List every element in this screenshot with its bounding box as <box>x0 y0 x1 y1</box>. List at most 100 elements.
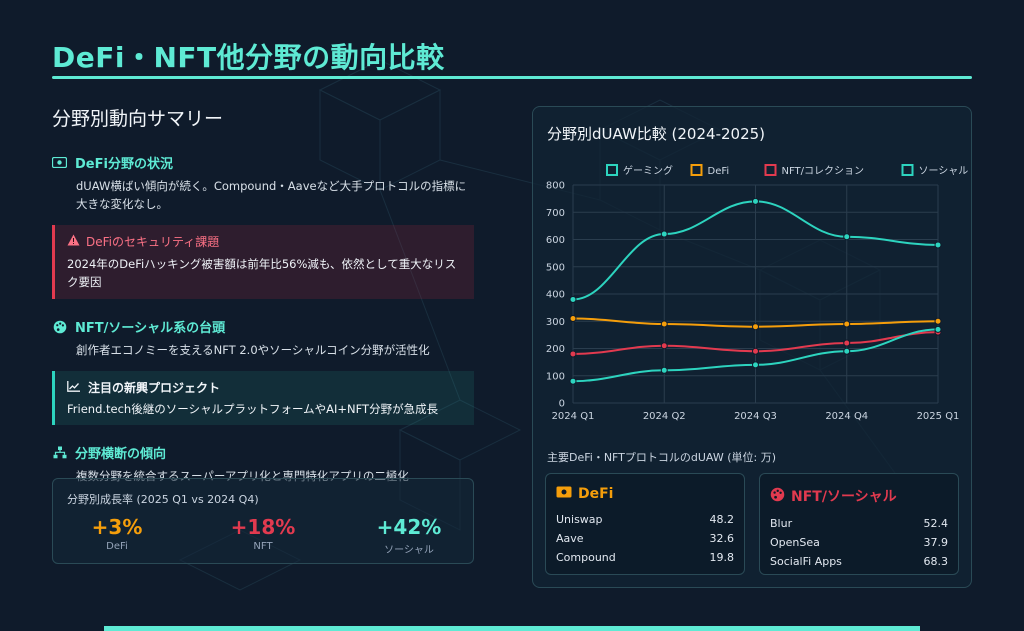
data-point <box>843 320 851 328</box>
legend-swatch <box>606 164 618 176</box>
duaw-chart-panel: 分野別dUAW比較 (2024-2025) 0 100 200 300 400 500 60… <box>532 106 972 588</box>
protocol-value: 52.4 <box>923 517 949 530</box>
legend-label: ゲーミング <box>623 164 673 177</box>
protocol-table-title: 主要DeFi・NFTプロトコルのdUAW (単位: 万) <box>547 451 777 464</box>
data-point <box>569 377 577 385</box>
legend-label: NFT/コレクション <box>782 165 865 177</box>
table-row: Aave 32.6 <box>556 529 734 548</box>
growth-rate-box: 分野別成長率 (2025 Q1 vs 2024 Q4) +3% DeFi +18… <box>52 478 474 564</box>
defi-status-section: DeFi分野の状況 dUAW横ばい傾向が続く。Compound・Aaveなど大手… <box>52 153 474 213</box>
protocol-value: 32.6 <box>709 532 735 545</box>
data-point <box>934 317 942 325</box>
defi-card-title: DeFi <box>578 486 614 502</box>
y-tick-label: 500 <box>546 262 565 273</box>
money-bill-icon <box>556 486 572 502</box>
growth-label: DeFi <box>106 541 128 552</box>
y-tick-label: 200 <box>546 344 565 355</box>
protocol-value: 37.9 <box>923 536 949 549</box>
security-alert-title: DeFiのセキュリティ課題 <box>86 235 220 249</box>
table-row: Blur 52.4 <box>770 514 948 533</box>
data-point <box>843 233 851 241</box>
growth-value: +3% <box>91 515 143 539</box>
protocol-name: Compound <box>556 551 616 564</box>
data-point <box>934 325 942 333</box>
growth-stat-social: +42% ソーシャル <box>359 515 459 556</box>
table-row: SocialFi Apps 68.3 <box>770 552 948 571</box>
protocol-value: 19.8 <box>709 551 735 564</box>
palette-icon <box>52 319 67 334</box>
protocol-value: 68.3 <box>923 555 949 568</box>
money-bill-icon <box>52 155 67 170</box>
data-point <box>752 323 759 331</box>
y-tick-label: 400 <box>546 290 565 301</box>
y-tick-label: 800 <box>546 181 565 192</box>
data-point <box>752 347 759 355</box>
data-point <box>934 241 942 249</box>
data-point <box>752 361 759 369</box>
cross-sector-title: 分野横断の傾向 <box>75 447 167 462</box>
x-tick-label: 2024 Q3 <box>734 411 777 422</box>
protocol-name: Blur <box>770 517 793 530</box>
security-alert-body: 2024年のDeFiハッキング被害額は前年比56%減も、依然として重大なリスク要… <box>67 257 457 289</box>
defi-protocol-card: DeFi Uniswap 48.2 Aave 32.6 Compound 19.8 <box>545 473 745 575</box>
emerging-projects-title: 注目の新興プロジェクト <box>88 381 221 395</box>
nft-social-title: NFT/ソーシャル系の台頭 <box>75 321 226 336</box>
data-point <box>843 347 851 355</box>
page-title: DeFi・NFT他分野の動向比較 <box>52 41 445 74</box>
emerging-projects-body: Friend.tech後継のソーシャルプラットフォームやAI+NFT分野が急成長 <box>67 402 439 416</box>
protocol-name: SocialFi Apps <box>770 555 842 568</box>
title-underline <box>52 76 972 79</box>
data-point <box>569 295 577 303</box>
y-tick-label: 100 <box>546 371 565 382</box>
bottom-accent-bar <box>104 626 920 631</box>
data-point <box>660 342 668 350</box>
security-alert: DeFiのセキュリティ課題 2024年のDeFiハッキング被害額は前年比56%減… <box>52 225 474 299</box>
protocol-name: Aave <box>556 532 584 545</box>
table-row: Compound 19.8 <box>556 548 734 567</box>
x-tick-label: 2024 Q2 <box>643 411 686 422</box>
protocol-value: 48.2 <box>709 513 735 526</box>
y-tick-label: 700 <box>546 208 565 219</box>
x-tick-label: 2025 Q1 <box>917 411 960 422</box>
trend-chart-icon <box>67 380 80 395</box>
table-row: OpenSea 37.9 <box>770 533 948 552</box>
legend-swatch <box>764 164 777 176</box>
growth-stat-nft: +18% NFT <box>213 515 313 556</box>
growth-label: ソーシャル <box>384 545 434 556</box>
y-tick-label: 600 <box>546 235 565 246</box>
protocol-name: OpenSea <box>770 536 820 549</box>
table-row: Uniswap 48.2 <box>556 510 734 529</box>
palette-icon <box>770 487 785 506</box>
growth-label: NFT <box>253 541 273 552</box>
y-tick-label: 300 <box>546 317 565 328</box>
warning-icon <box>67 234 80 249</box>
nft-protocol-card: NFT/ソーシャル Blur 52.4 OpenSea 37.9 SocialFi … <box>759 473 959 575</box>
chart-title: 分野別dUAW比較 (2024-2025) <box>547 125 766 143</box>
y-tick-label: 0 <box>559 399 565 410</box>
legend-label: ソーシャル <box>919 166 969 177</box>
protocol-name: Uniswap <box>556 513 603 526</box>
summary-heading: 分野別動向サマリー <box>52 108 224 130</box>
x-tick-label: 2024 Q1 <box>552 411 595 422</box>
sitemap-icon <box>52 445 67 460</box>
nft-social-body: 創作者エコノミーを支えるNFT 2.0やソーシャルコイン分野が活性化 <box>76 343 430 357</box>
growth-value: +18% <box>230 515 296 539</box>
nft-card-title: NFT/ソーシャル <box>791 489 897 505</box>
growth-rate-title: 分野別成長率 (2025 Q1 vs 2024 Q4) <box>67 493 259 506</box>
data-point <box>569 315 577 323</box>
legend-swatch <box>690 164 703 176</box>
data-point <box>660 366 668 374</box>
data-point <box>660 230 668 238</box>
data-point <box>752 197 759 205</box>
legend-swatch <box>901 164 914 176</box>
nft-social-section: NFT/ソーシャル系の台頭 創作者エコノミーを支えるNFT 2.0やソーシャルコ… <box>52 317 474 359</box>
defi-status-body: dUAW横ばい傾向が続く。Compound・Aaveなど大手プロトコルの指標に大… <box>76 179 467 211</box>
growth-stat-defi: +3% DeFi <box>67 515 167 556</box>
emerging-projects-note: 注目の新興プロジェクト Friend.tech後継のソーシャルプラットフォームや… <box>52 371 474 425</box>
duaw-line-chart: 0 100 200 300 400 500 600 700 800 2024 Q1 2024 Q2 2… <box>546 164 969 422</box>
legend-label: DeFi <box>708 166 730 177</box>
x-tick-label: 2024 Q4 <box>825 411 868 422</box>
defi-status-title: DeFi分野の状況 <box>75 157 173 172</box>
growth-value: +42% <box>376 515 442 539</box>
data-point <box>843 339 851 347</box>
